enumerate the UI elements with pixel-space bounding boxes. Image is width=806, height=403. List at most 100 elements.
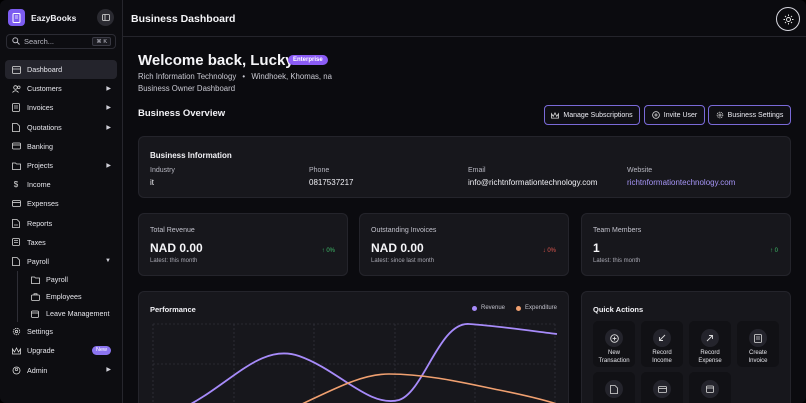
manage-subscriptions-button[interactable]: Manage Subscriptions (544, 105, 640, 125)
company-name: Rich Information Technology (138, 72, 237, 81)
performance-chart (152, 323, 558, 403)
quick-action-card[interactable] (641, 372, 683, 403)
email-label: Email (468, 167, 486, 174)
sidebar-item-upgrade[interactable]: Upgrade New (5, 341, 117, 360)
stat-value: NAD 0.00 (371, 241, 424, 255)
gear-icon (11, 327, 21, 337)
reports-icon (11, 218, 21, 228)
stat-subtext: Latest: this month (593, 258, 641, 264)
sun-icon[interactable] (776, 7, 800, 31)
industry-label: Industry (150, 167, 175, 174)
chevron-right-icon[interactable]: ▶ (106, 162, 111, 169)
search-input[interactable]: Search... ⌘ K (6, 34, 116, 49)
card-title: Performance (150, 305, 196, 314)
chevron-right-icon[interactable]: ▶ (106, 367, 111, 374)
sidebar-item-label: Income (27, 180, 51, 190)
quick-actions-card: Quick Actions New Transaction Record Incom… (581, 291, 791, 403)
invoice-icon (749, 329, 767, 347)
legend-label: Revenue (481, 305, 506, 311)
search-placeholder: Search... (24, 37, 55, 46)
sidebar-item-label: Banking (27, 141, 53, 151)
invite-user-button[interactable]: Invite User (644, 105, 705, 125)
sidebar-item-dashboard[interactable]: Dashboard (5, 60, 117, 80)
users-icon (11, 84, 21, 94)
legend-revenue[interactable]: Revenue (472, 305, 505, 311)
chevron-right-icon[interactable]: ▶ (106, 124, 111, 131)
sidebar-subitem-leave-management[interactable]: Leave Management (24, 305, 117, 322)
company-location: Windhoek, Khomas, na (251, 72, 332, 81)
legend-dot (472, 305, 477, 311)
sidebar-subitem-employees[interactable]: Employees (24, 288, 117, 305)
sidebar-item-settings[interactable]: Settings (5, 322, 117, 341)
document-icon (605, 380, 623, 398)
sidebar-item-customers[interactable]: Customers ▶ (5, 79, 117, 98)
sidebar: EazyBooks Search... ⌘ K Dashboard Custom… (0, 0, 123, 403)
quick-action-new-transaction[interactable]: New Transaction (593, 321, 635, 367)
trend-down-indicator: ↓ 0% (542, 248, 556, 254)
label-line: Expense (698, 357, 722, 364)
sidebar-item-payroll[interactable]: Payroll ▼ (5, 252, 117, 271)
sidebar-item-taxes[interactable]: Taxes (5, 233, 117, 252)
button-label: Manage Subscriptions (563, 111, 633, 119)
sidebar-item-banking[interactable]: Banking (5, 137, 117, 156)
bank-icon (11, 141, 21, 151)
chevron-right-icon[interactable]: ▶ (106, 86, 111, 93)
role-subtitle: Business Owner Dashboard (138, 84, 236, 93)
new-badge: New (91, 346, 111, 356)
arrow-up-right-icon (701, 329, 719, 347)
stat-card-outstanding-invoices: Outstanding Invoices NAD 0.00 Latest: si… (359, 213, 569, 276)
revenue-series-line (190, 323, 558, 403)
company-line: Rich Information Technology • Windhoek, … (138, 72, 332, 81)
sidebar-item-quotations[interactable]: Quotations ▶ (5, 118, 117, 137)
label-line: New (607, 350, 620, 356)
legend-expenditure[interactable]: Expenditure (516, 305, 557, 311)
stat-card-team-members: Team Members 1 Latest: this month ↑ 0 (581, 213, 791, 276)
sidebar-toggle-icon[interactable] (97, 9, 114, 26)
sidebar-item-label: Expenses (27, 199, 59, 209)
quick-action-record-income[interactable]: Record Income (641, 321, 683, 367)
payroll-icon (11, 256, 21, 266)
sidebar-item-label: Payroll (27, 256, 49, 266)
quick-action-create-invoice[interactable]: Create Invoice (737, 321, 779, 367)
brand[interactable]: EazyBooks (8, 9, 76, 26)
quick-action-label: New Transaction (593, 350, 635, 365)
quote-icon (11, 122, 21, 132)
brand-name: EazyBooks (31, 12, 77, 23)
performance-card: Performance Revenue Expenditure (138, 291, 569, 403)
calendar-icon (701, 380, 719, 398)
label-line: Record (700, 350, 720, 356)
chevron-right-icon[interactable]: ▶ (106, 105, 111, 112)
quick-action-document[interactable] (593, 372, 635, 403)
business-settings-button[interactable]: Business Settings (708, 105, 791, 125)
separator: • (242, 72, 246, 81)
quick-action-label: Create Invoice (737, 350, 779, 365)
expenses-icon (11, 199, 21, 209)
chart-grid (152, 323, 556, 403)
label-line: Invoice (748, 357, 768, 364)
quick-action-record-expense[interactable]: Record Expense (689, 321, 731, 367)
website-link[interactable]: richtnformationtechnology.com (627, 178, 736, 187)
quick-action-label: Record Expense (689, 350, 731, 365)
stat-label: Outstanding Invoices (371, 227, 437, 234)
invoice-icon (11, 103, 21, 113)
chevron-down-icon[interactable]: ▼ (105, 257, 111, 264)
button-label: Business Settings (727, 111, 784, 119)
sidebar-item-income[interactable]: $ Income (5, 175, 117, 194)
sidebar-subitem-payroll[interactable]: Payroll (24, 271, 117, 288)
sidebar-item-reports[interactable]: Reports (5, 214, 117, 233)
sidebar-item-projects[interactable]: Projects ▶ (5, 156, 117, 175)
quick-action-label: Record Income (641, 350, 683, 365)
sidebar-item-invoices[interactable]: Invoices ▶ (5, 98, 117, 117)
book-icon (8, 9, 25, 26)
sidebar-item-label: Reports (27, 218, 53, 228)
quick-action-calendar[interactable] (689, 372, 731, 403)
crown-icon (551, 111, 560, 119)
stat-label: Team Members (593, 227, 642, 234)
sidebar-subitem-label: Payroll (46, 275, 68, 285)
search-icon (12, 36, 20, 47)
sidebar-item-expenses[interactable]: Expenses (5, 194, 117, 213)
calendar-icon (30, 309, 40, 319)
sidebar-item-admin[interactable]: Admin ▶ (5, 360, 117, 379)
label-line: Create (748, 350, 767, 356)
